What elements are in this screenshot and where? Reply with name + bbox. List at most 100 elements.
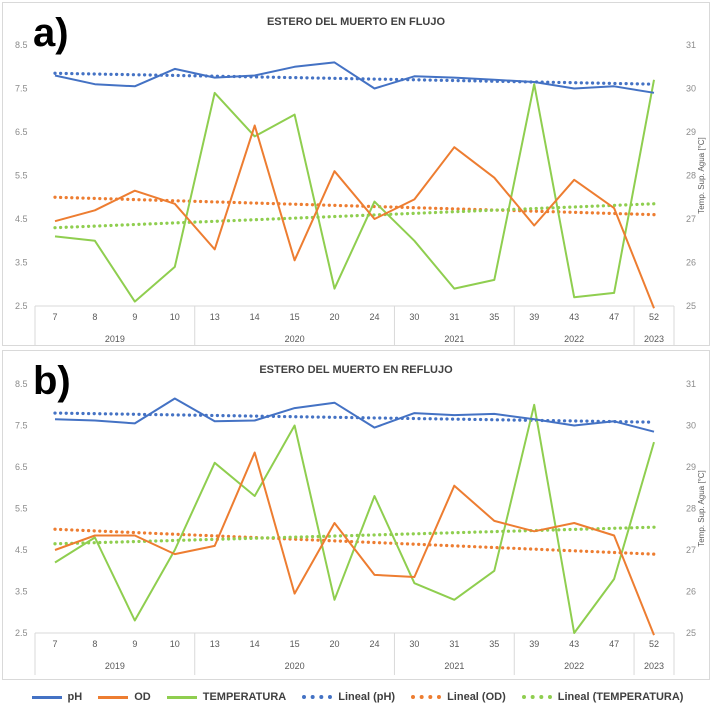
- trend-line-lineal-od-a: [53, 195, 656, 217]
- legend-label-lin-temp: Lineal (TEMPERATURA): [557, 691, 684, 703]
- legend-item-lin-ph: Lineal (pH): [302, 691, 395, 703]
- series-line-od-a: [54, 124, 655, 309]
- y2-tick-label-a: 29: [686, 127, 696, 137]
- legend-label-temp: TEMPERATURA: [202, 691, 287, 703]
- x-tick-label-b: 24: [369, 639, 379, 649]
- y2-tick-label-b: 31: [686, 379, 696, 389]
- x-tick-label-a: 15: [290, 312, 300, 322]
- legend-label-lin-ph: Lineal (pH): [338, 691, 396, 703]
- x-tick-label-a: 43: [569, 312, 579, 322]
- y-tick-label-a: 7.5: [15, 84, 28, 94]
- y2-tick-label-b: 28: [686, 504, 696, 514]
- x-tick-label-b: 31: [449, 639, 459, 649]
- y-tick-label-a: 2.5: [15, 301, 28, 311]
- y-tick-label-a: 3.5: [15, 258, 28, 268]
- x-tick-label-a: 20: [330, 312, 340, 322]
- x-tick-label-b: 10: [170, 639, 180, 649]
- y2-tick-label-b: 29: [686, 462, 696, 472]
- series-line-ph-a: [54, 61, 655, 94]
- x-tick-label-b: 14: [250, 639, 260, 649]
- y-tick-label-b: 6.5: [15, 462, 28, 472]
- year-label-b: 2020: [285, 661, 305, 671]
- trend-line-lineal-od-b: [53, 527, 656, 556]
- legend-label-ph: pH: [67, 691, 83, 703]
- y2-tick-label-b: 25: [686, 628, 696, 638]
- chart-plot-a: 8.5 7.5 6.5 5.5 4.5 3.5 2.5 31 30 29 28 27 26 25 Temp.…: [15, 40, 706, 345]
- x-tick-label-a: 8: [92, 312, 97, 322]
- legend-item-ph: pH: [31, 691, 83, 703]
- x-tick-label-a: 7: [52, 312, 57, 322]
- series-line-temperatura-a: [54, 79, 655, 303]
- y2-axis-title-a: Temp. Sup. Agua [°C]: [697, 137, 706, 214]
- y2-axis-title-b: Temp. Sup. Agua [°C]: [697, 470, 706, 547]
- x-tick-label-b: 20: [330, 639, 340, 649]
- y2-tick-label-a: 28: [686, 171, 696, 181]
- trend-line-lineal-temperatura-b: [53, 525, 656, 546]
- legend: pH OD TEMPERATURA Lineal (pH) Lineal (OD…: [0, 686, 715, 708]
- x-tick-label-b: 13: [210, 639, 220, 649]
- y2-tick-label-a: 31: [686, 40, 696, 50]
- chart-panel-b: b) ESTERO DEL MUERTO EN REFLUJO 8.5 7.5 6.…: [2, 350, 710, 680]
- legend-swatch-od: [98, 695, 129, 699]
- x-tick-label-b: 7: [52, 639, 57, 649]
- legend-swatch-lin-od: [411, 695, 442, 699]
- x-tick-label-a: 52: [649, 312, 659, 322]
- x-tick-label-a: 13: [210, 312, 220, 322]
- x-tick-label-a: 47: [609, 312, 619, 322]
- x-tick-label-a: 9: [132, 312, 137, 322]
- y-tick-label-b: 7.5: [15, 421, 28, 431]
- x-tick-label-b: 47: [609, 639, 619, 649]
- y2-tick-label-a: 26: [686, 258, 696, 268]
- year-label-a: 2022: [564, 334, 584, 344]
- y-tick-label-a: 4.5: [15, 214, 28, 224]
- year-label-b: 2019: [105, 661, 125, 671]
- y2-tick-label-a: 30: [686, 84, 696, 94]
- y-tick-label-b: 5.5: [15, 504, 28, 514]
- legend-label-lin-od: Lineal (OD): [447, 691, 506, 703]
- chart-plot-b: 8.5 7.5 6.5 5.5 4.5 3.5 2.5 31 30 29 28 27 26 25 Temp.…: [15, 379, 706, 675]
- year-label-a: 2019: [105, 334, 125, 344]
- y-tick-label-b: 2.5: [15, 628, 28, 638]
- y-tick-label-b: 8.5: [15, 379, 28, 389]
- chart-title-a: ESTERO DEL MUERTO EN FLUJO: [266, 16, 446, 28]
- x-tick-label-a: 31: [449, 312, 459, 322]
- y-tick-label-a: 6.5: [15, 127, 28, 137]
- chart-panel-a: a) ESTERO DEL MUERTO EN FLUJO 8.5 7.5 6.5 5…: [2, 2, 710, 346]
- legend-item-od: OD: [98, 691, 151, 703]
- y2-tick-label-a: 25: [686, 301, 696, 311]
- y-tick-label-a: 5.5: [15, 171, 28, 181]
- y-tick-label-b: 4.5: [15, 545, 28, 555]
- year-label-a: 2023: [644, 334, 664, 344]
- legend-item-lin-od: Lineal (OD): [411, 691, 506, 703]
- x-tick-label-b: 30: [409, 639, 419, 649]
- legend-swatch-temp: [166, 695, 197, 699]
- legend-item-temp: TEMPERATURA: [166, 691, 287, 703]
- legend-item-lin-temp: Lineal (TEMPERATURA): [521, 691, 684, 703]
- year-label-b: 2022: [564, 661, 584, 671]
- x-tick-label-b: 15: [290, 639, 300, 649]
- trend-line-lineal-ph-a: [53, 71, 656, 86]
- y-tick-label-b: 3.5: [15, 587, 28, 597]
- x-tick-label-b: 35: [489, 639, 499, 649]
- x-tick-label-b: 52: [649, 639, 659, 649]
- trend-line-lineal-ph-b: [53, 411, 656, 424]
- x-tick-label-b: 43: [569, 639, 579, 649]
- x-tick-label-b: 9: [132, 639, 137, 649]
- x-tick-label-a: 24: [369, 312, 379, 322]
- year-label-a: 2020: [285, 334, 305, 344]
- legend-swatch-ph: [31, 695, 62, 699]
- panel-letter-b: b): [33, 359, 71, 403]
- y2-tick-label-b: 27: [686, 545, 696, 555]
- x-tick-label-a: 10: [170, 312, 180, 322]
- x-tick-label-a: 30: [409, 312, 419, 322]
- y2-tick-label-a: 27: [686, 214, 696, 224]
- x-tick-label-a: 39: [529, 312, 539, 322]
- year-label-b: 2023: [644, 661, 664, 671]
- series-line-od-b: [54, 451, 655, 636]
- x-tick-label-b: 39: [529, 639, 539, 649]
- panel-letter-a: a): [33, 11, 69, 55]
- year-label-b: 2021: [444, 661, 464, 671]
- legend-label-od: OD: [134, 691, 151, 703]
- y-tick-label-a: 8.5: [15, 40, 28, 50]
